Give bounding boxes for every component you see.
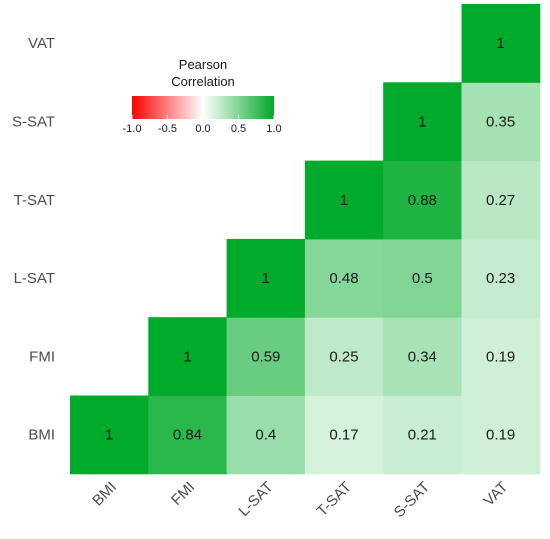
- cell-value-label: 1: [340, 192, 348, 209]
- cell-value-label: 0.23: [486, 270, 515, 287]
- heatmap-cell-l-sat-fmi: [226, 317, 306, 396]
- cell-value-label: 1: [262, 270, 270, 287]
- y-axis-label-t-sat: T-SAT: [14, 192, 55, 209]
- x-axis-label-bmi: BMI: [89, 479, 120, 510]
- heatmap-cell-t-sat-bmi: [304, 395, 384, 475]
- y-axis-label-vat: VAT: [28, 35, 55, 52]
- heatmap-cell-s-sat-bmi: [383, 395, 462, 475]
- cell-value-label: 0.5: [412, 270, 433, 287]
- heatmap-cell-t-sat-t-sat: [304, 160, 384, 240]
- legend-title-line1: Pearson: [179, 57, 227, 72]
- x-axis-label-s-sat: S-SAT: [391, 479, 433, 521]
- cell-value-label: 1: [418, 113, 426, 130]
- heatmap-cell-vat-s-sat: [461, 82, 541, 162]
- legend-title-line2: Correlation: [171, 74, 235, 89]
- cell-value-label: 0.4: [255, 427, 276, 444]
- y-axis-label-fmi: FMI: [29, 348, 55, 365]
- heatmap-cell-vat-bmi: [461, 395, 541, 475]
- y-axis-labels: BMI FMI L-SAT T-SAT S-SAT VAT: [12, 35, 55, 444]
- heatmap-cell-s-sat-t-sat: [383, 160, 462, 240]
- x-axis-label-t-sat: T-SAT: [314, 479, 355, 520]
- cell-value-label: 1: [183, 348, 191, 365]
- heatmap-cell-t-sat-fmi: [304, 317, 384, 396]
- legend-ticks: -1.0 -0.5 0.0 0.5 1.0: [123, 115, 282, 135]
- cell-value-label: 0.84: [173, 427, 202, 444]
- cell-value-label: 0.59: [251, 348, 280, 365]
- cell-value-label: 0.19: [486, 427, 515, 444]
- legend-tick-label: 1.0: [266, 123, 281, 135]
- heatmap-cell-vat-l-sat: [461, 238, 541, 318]
- legend-tick-label: 0.5: [231, 123, 246, 135]
- legend-tick-label: -0.5: [158, 123, 177, 135]
- cell-value-label: 0.21: [408, 427, 437, 444]
- cell-value-label: 0.17: [329, 427, 358, 444]
- heatmap-cell-fmi-fmi: [148, 317, 228, 396]
- cell-value-label: 1: [105, 427, 113, 444]
- cell-value-label: 0.34: [408, 348, 437, 365]
- x-axis-label-fmi: FMI: [168, 479, 198, 509]
- cell-value-label: 0.88: [408, 192, 437, 209]
- heatmap-cell-s-sat-l-sat: [383, 238, 462, 318]
- heatmap-cells: 1 0.84 1 0.4 0.59 1 0.17 0.25 0.48 1 0.21 0.34 0.5 0.…: [70, 4, 541, 475]
- legend-colorbar: [132, 96, 274, 119]
- x-axis-labels: BMI FMI L-SAT T-SAT S-SAT VAT: [89, 479, 511, 521]
- x-axis-label-l-sat: L-SAT: [235, 479, 276, 520]
- legend-tick-label: -1.0: [123, 123, 142, 135]
- cell-value-label: 0.48: [329, 270, 358, 287]
- heatmap-cell-l-sat-bmi: [226, 395, 306, 475]
- heatmap-cell-vat-t-sat: [461, 160, 541, 240]
- cell-value-label: 0.27: [486, 192, 515, 209]
- legend: Pearson Correlation -1.0 -0.5 0.0 0.5 1.0: [123, 57, 282, 135]
- heatmap-cell-vat-vat: [461, 4, 541, 83]
- cell-value-label: 0.35: [486, 113, 515, 130]
- x-axis-label-vat: VAT: [480, 479, 511, 510]
- heatmap-cell-s-sat-s-sat: [383, 82, 462, 162]
- heatmap-cell-bmi-bmi: [70, 395, 149, 475]
- heatmap-cell-fmi-bmi: [148, 395, 228, 475]
- y-axis-label-s-sat: S-SAT: [12, 113, 55, 130]
- y-axis-label-l-sat: L-SAT: [14, 270, 55, 287]
- heatmap-cell-l-sat-l-sat: [226, 238, 306, 318]
- y-axis-label-bmi: BMI: [28, 427, 55, 444]
- cell-value-label: 0.19: [486, 348, 515, 365]
- heatmap-cell-t-sat-l-sat: [304, 238, 384, 318]
- legend-tick-label: 0.0: [195, 123, 210, 135]
- heatmap-cell-s-sat-fmi: [383, 317, 462, 396]
- cell-value-label: 0.25: [329, 348, 358, 365]
- cell-value-label: 1: [496, 35, 504, 52]
- heatmap-cell-vat-fmi: [461, 317, 541, 396]
